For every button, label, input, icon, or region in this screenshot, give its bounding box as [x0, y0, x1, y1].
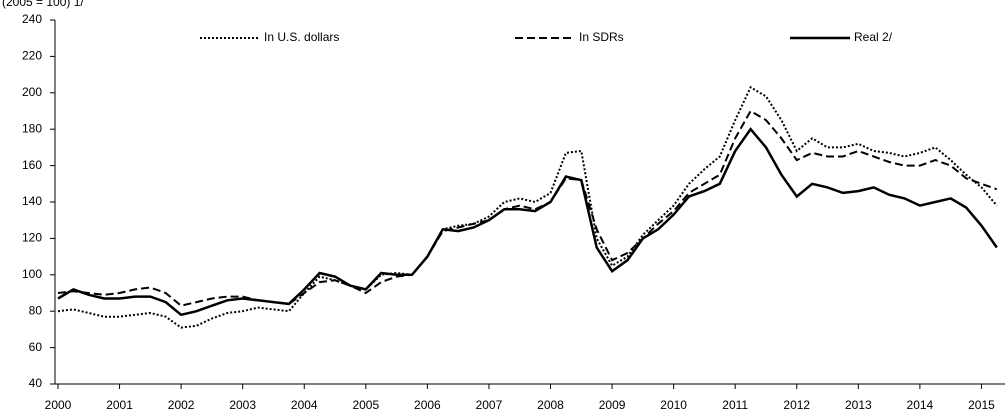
- x-tick-label: 2009: [599, 398, 626, 412]
- legend-label: Real 2/: [854, 30, 893, 44]
- y-tick-label: 240: [22, 12, 42, 26]
- x-tick-label: 2011: [722, 398, 748, 412]
- legend-label: In U.S. dollars: [264, 30, 339, 44]
- x-tick-label: 2002: [168, 398, 195, 412]
- x-tick-label: 2007: [476, 398, 503, 412]
- y-tick-label: 40: [29, 376, 43, 390]
- legend-label: In SDRs: [579, 30, 624, 44]
- x-tick-label: 2015: [968, 398, 995, 412]
- x-tick-label: 2001: [106, 398, 133, 412]
- x-tick-label: 2000: [45, 398, 72, 412]
- y-tick-label: 120: [22, 231, 42, 245]
- x-tick-label: 2014: [907, 398, 934, 412]
- x-tick-label: 2008: [537, 398, 564, 412]
- y-tick-label: 200: [22, 85, 42, 99]
- y-tick-label: 180: [22, 121, 42, 135]
- x-tick-label: 2013: [845, 398, 872, 412]
- y-tick-label: 60: [29, 340, 43, 354]
- x-tick-label: 2010: [660, 398, 687, 412]
- series-line: [57, 127, 998, 317]
- x-tick-label: 2012: [783, 398, 810, 412]
- y-tick-label: 100: [22, 267, 42, 281]
- y-tick-label: 140: [22, 194, 42, 208]
- x-tick-label: 2003: [229, 398, 256, 412]
- chart-subtitle: (2005 = 100) 1/: [2, 0, 84, 9]
- y-tick-label: 80: [29, 303, 43, 317]
- x-tick-label: 2005: [352, 398, 379, 412]
- x-tick-label: 2006: [414, 398, 441, 412]
- y-tick-label: 160: [22, 158, 42, 172]
- y-tick-label: 220: [22, 49, 42, 63]
- x-tick-label: 2004: [291, 398, 318, 412]
- series-line: [57, 109, 998, 307]
- series-line: [57, 85, 998, 329]
